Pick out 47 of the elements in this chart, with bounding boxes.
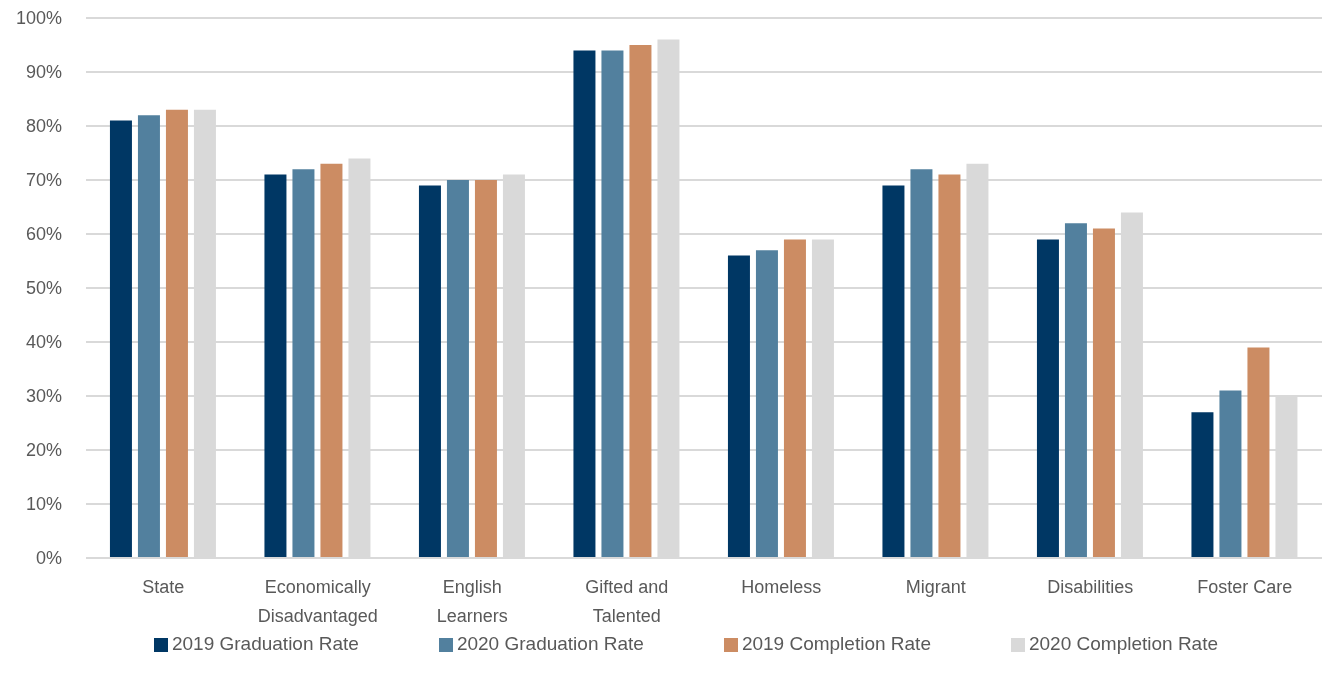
bar <box>573 50 596 558</box>
bar <box>137 115 160 558</box>
legend-label: 2020 Graduation Rate <box>456 633 644 654</box>
y-tick-label: 90% <box>25 62 62 83</box>
bar <box>601 50 624 558</box>
y-tick-label: 80% <box>25 116 62 137</box>
legend-label: 2019 Completion Rate <box>741 633 931 654</box>
y-tick-label: 30% <box>25 386 62 407</box>
bar <box>727 255 750 558</box>
bar <box>1191 412 1214 558</box>
bar <box>474 180 497 558</box>
bar <box>1064 223 1087 558</box>
y-tick-label: 0% <box>35 548 62 569</box>
bar <box>446 180 469 558</box>
x-tick-label: State <box>142 577 185 597</box>
x-tick-label: Homeless <box>741 577 822 597</box>
bar <box>264 174 287 558</box>
bar <box>938 174 961 558</box>
x-tick-label: Foster Care <box>1197 577 1293 597</box>
y-tick-label: 50% <box>25 278 62 299</box>
legend-label: 2019 Graduation Rate <box>171 633 359 654</box>
y-tick-label: 70% <box>25 170 62 191</box>
x-tick-label: Economically Disadvantaged <box>257 577 378 626</box>
bar <box>1219 390 1242 558</box>
bar <box>629 45 652 558</box>
bar <box>910 169 933 558</box>
y-tick-label: 20% <box>25 440 62 461</box>
bar <box>1036 239 1059 558</box>
x-tick-label: Disabilities <box>1047 577 1134 597</box>
bar <box>783 239 806 558</box>
bar <box>755 250 778 558</box>
y-tick-label: 10% <box>25 494 62 515</box>
bar <box>882 185 905 558</box>
bar <box>1247 347 1270 558</box>
y-tick-label: 40% <box>25 332 62 353</box>
legend-label: 2020 Completion Rate <box>1028 633 1219 654</box>
y-tick-label: 100% <box>15 8 62 29</box>
x-tick-label: Gifted and Talented <box>585 577 669 626</box>
bar <box>165 109 188 558</box>
bar <box>292 169 315 558</box>
bar <box>418 185 441 558</box>
x-tick-label: Migrant <box>905 577 966 597</box>
bar <box>1092 228 1115 558</box>
bar <box>320 163 343 558</box>
y-tick-label: 60% <box>25 224 62 245</box>
bar <box>109 120 132 558</box>
x-tick-label: English Learners <box>436 577 508 626</box>
